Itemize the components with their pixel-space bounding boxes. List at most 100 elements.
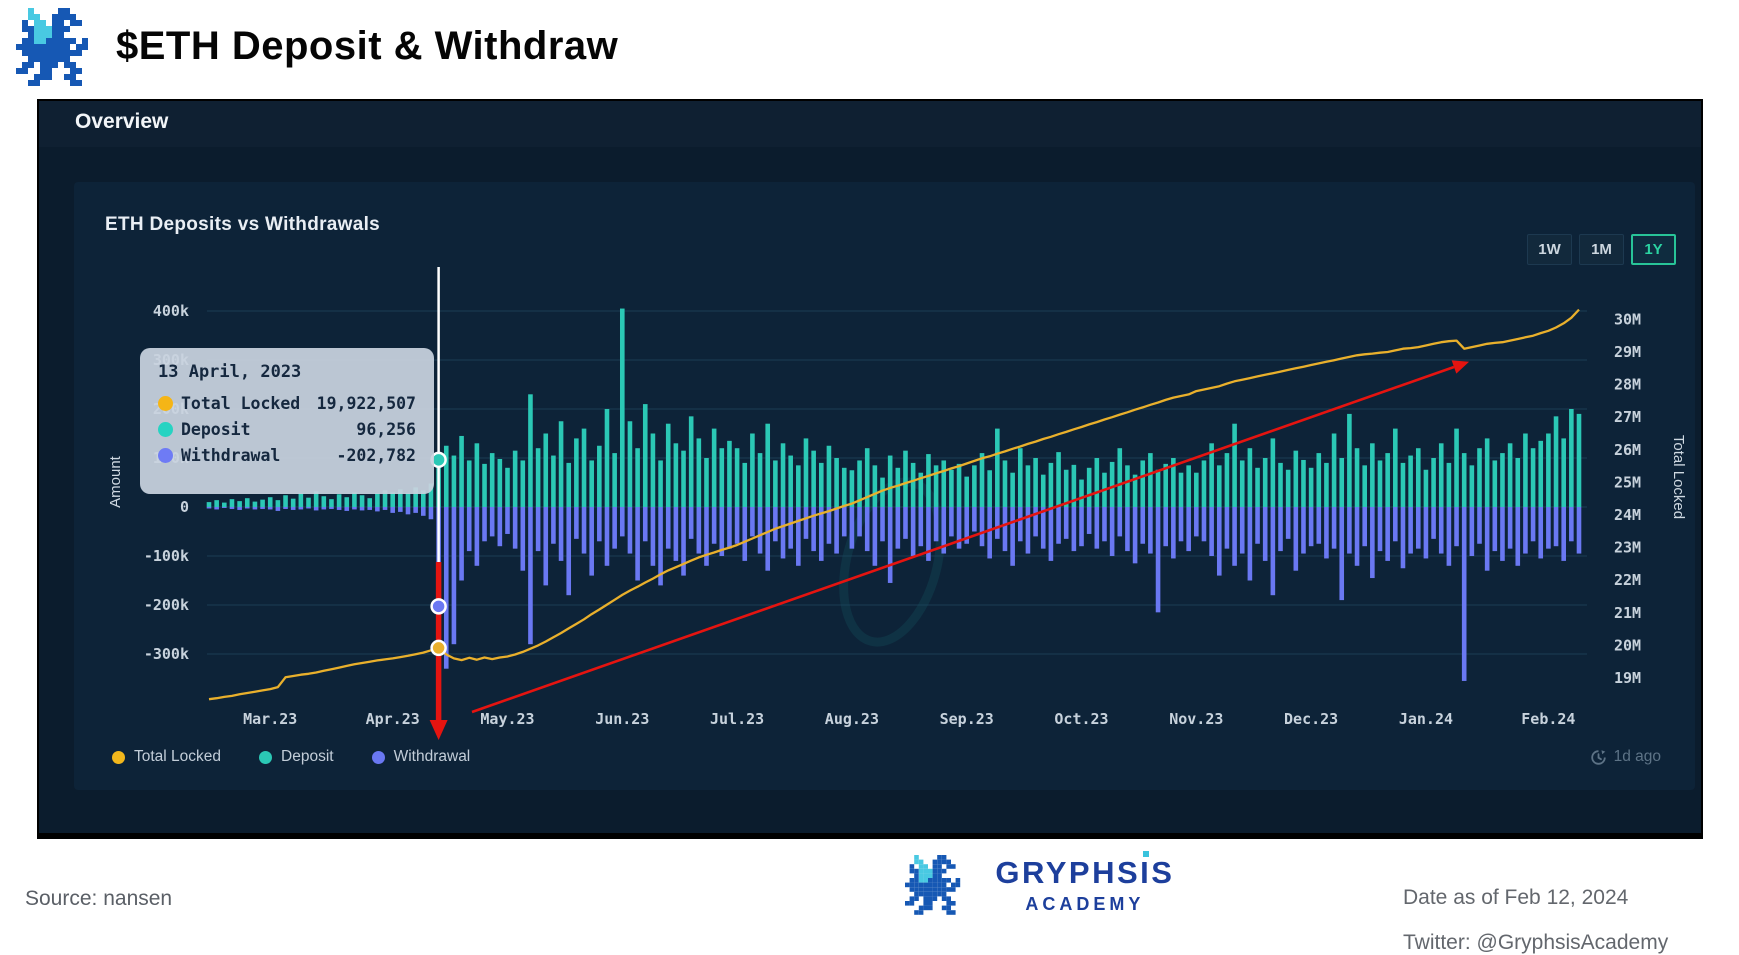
range-button-1y[interactable]: 1Y <box>1631 234 1676 265</box>
deposit-bar <box>497 458 503 507</box>
deposit-bar <box>1316 453 1322 507</box>
right-axis-tick: 21M <box>1614 604 1641 622</box>
withdrawal-bar <box>619 507 625 537</box>
deposit-bar <box>574 438 579 507</box>
withdrawal-bar <box>574 507 579 539</box>
deposit-bar <box>367 498 373 507</box>
range-button-1w[interactable]: 1W <box>1527 234 1572 265</box>
withdrawal-bar <box>1209 507 1214 556</box>
deposit-bar <box>918 472 924 507</box>
gryphsis-dragon-logo <box>16 8 100 91</box>
deposit-bar <box>1469 465 1475 507</box>
deposit-bar <box>1285 469 1291 507</box>
withdrawal-bar <box>1186 507 1191 552</box>
withdrawal-bar <box>566 507 572 596</box>
withdrawal-bar <box>849 507 855 549</box>
deposit-bar <box>780 443 786 507</box>
withdrawal-bar <box>474 507 480 566</box>
deposits-withdrawals-chart[interactable]: 400k300k200k100k0-100k-200k-300k30M29M28… <box>74 182 1695 790</box>
x-axis-tick: Jun.23 <box>595 710 649 728</box>
deposit-bar <box>979 453 985 507</box>
deposit-bar <box>512 450 518 507</box>
legend-item-withdrawal[interactable]: Withdrawal <box>371 748 470 766</box>
deposit-bar <box>1484 438 1490 507</box>
withdrawal-bar <box>1163 507 1169 547</box>
withdrawal-bar <box>1140 507 1146 544</box>
deposit-bar <box>619 308 625 507</box>
withdrawal-marker <box>430 598 447 615</box>
withdrawal-bar <box>206 507 212 509</box>
red-vertical-arrowhead <box>429 720 448 740</box>
withdrawal-bar <box>1063 507 1069 539</box>
withdrawal-bar <box>887 507 893 583</box>
range-button-group: 1W 1M 1Y <box>1527 234 1676 265</box>
withdrawal-bar <box>1155 507 1161 613</box>
right-axis-tick: 20M <box>1614 636 1641 654</box>
withdrawal-bar <box>658 507 663 586</box>
deposit-bar <box>413 487 418 507</box>
withdrawal-bar <box>1354 507 1360 566</box>
red-trend-arrow <box>471 365 1455 714</box>
deposit-bar <box>260 499 265 507</box>
left-axis-name: Amount <box>107 455 124 508</box>
withdrawal-bar <box>1201 507 1207 542</box>
range-button-1m[interactable]: 1M <box>1579 234 1624 265</box>
deposit-bar <box>673 443 679 507</box>
withdrawal-bar <box>329 507 334 509</box>
withdrawal-bar <box>635 507 640 581</box>
tooltip-series-label: Total Locked <box>181 393 301 413</box>
withdrawal-bar <box>321 507 327 510</box>
tooltip-series-value: -202,782 <box>336 445 416 465</box>
legend-dot <box>112 750 125 764</box>
withdrawal-bar <box>757 507 763 554</box>
deposit-bar <box>642 404 648 507</box>
withdrawal-bar <box>267 507 273 510</box>
withdrawal-bar <box>375 507 380 512</box>
withdrawal-bar <box>956 507 962 549</box>
withdrawal-bar <box>1553 507 1559 547</box>
deposit-bar <box>306 497 311 507</box>
withdrawal-bar <box>1393 507 1398 542</box>
withdrawal-bar <box>857 507 862 537</box>
tooltip-date: 13 April, 2023 <box>158 362 302 382</box>
tooltip-series-dot <box>158 395 173 411</box>
withdrawal-bar <box>642 507 648 542</box>
last-updated: 1d ago <box>1590 748 1661 766</box>
deposit-bar <box>1507 443 1513 507</box>
withdrawal-bar <box>466 507 472 552</box>
legend-item-total-locked[interactable]: Total Locked <box>112 748 221 766</box>
withdrawal-bar <box>681 507 686 576</box>
deposit-bar <box>1278 462 1283 507</box>
deposit-bar <box>1438 443 1444 507</box>
withdrawal-bar <box>252 507 258 510</box>
x-axis-tick: Nov.23 <box>1169 710 1223 728</box>
withdrawal-bar <box>390 507 395 513</box>
withdrawal-bar <box>604 507 610 566</box>
legend-item-deposit[interactable]: Deposit <box>259 748 334 766</box>
withdrawal-bar <box>987 507 992 559</box>
withdrawal-bar <box>1255 507 1260 544</box>
deposit-bar <box>1125 465 1130 507</box>
history-clock-icon <box>1590 749 1606 765</box>
withdrawal-bar <box>704 507 709 566</box>
deposit-bar <box>321 496 327 507</box>
deposit-bar <box>1461 453 1467 507</box>
withdrawal-bar <box>673 507 679 561</box>
deposit-bar <box>252 501 258 507</box>
withdrawal-bar <box>1423 507 1429 559</box>
deposit-bar <box>1201 460 1207 507</box>
deposit-bar <box>589 460 594 507</box>
withdrawal-bar <box>727 507 732 549</box>
withdrawal-bar <box>818 507 824 561</box>
deposit-bar <box>1247 448 1253 507</box>
deposit-bar <box>750 433 755 507</box>
withdrawal-bar <box>1415 507 1421 549</box>
deposit-bar <box>382 490 388 507</box>
deposit-bar <box>1109 461 1115 507</box>
withdrawal-bar <box>1239 507 1245 554</box>
withdrawal-bar <box>1331 507 1337 549</box>
deposit-bar <box>505 467 510 507</box>
withdrawal-bar <box>413 507 418 513</box>
withdrawal-bar <box>1270 507 1276 596</box>
withdrawal-bar <box>1285 507 1291 539</box>
